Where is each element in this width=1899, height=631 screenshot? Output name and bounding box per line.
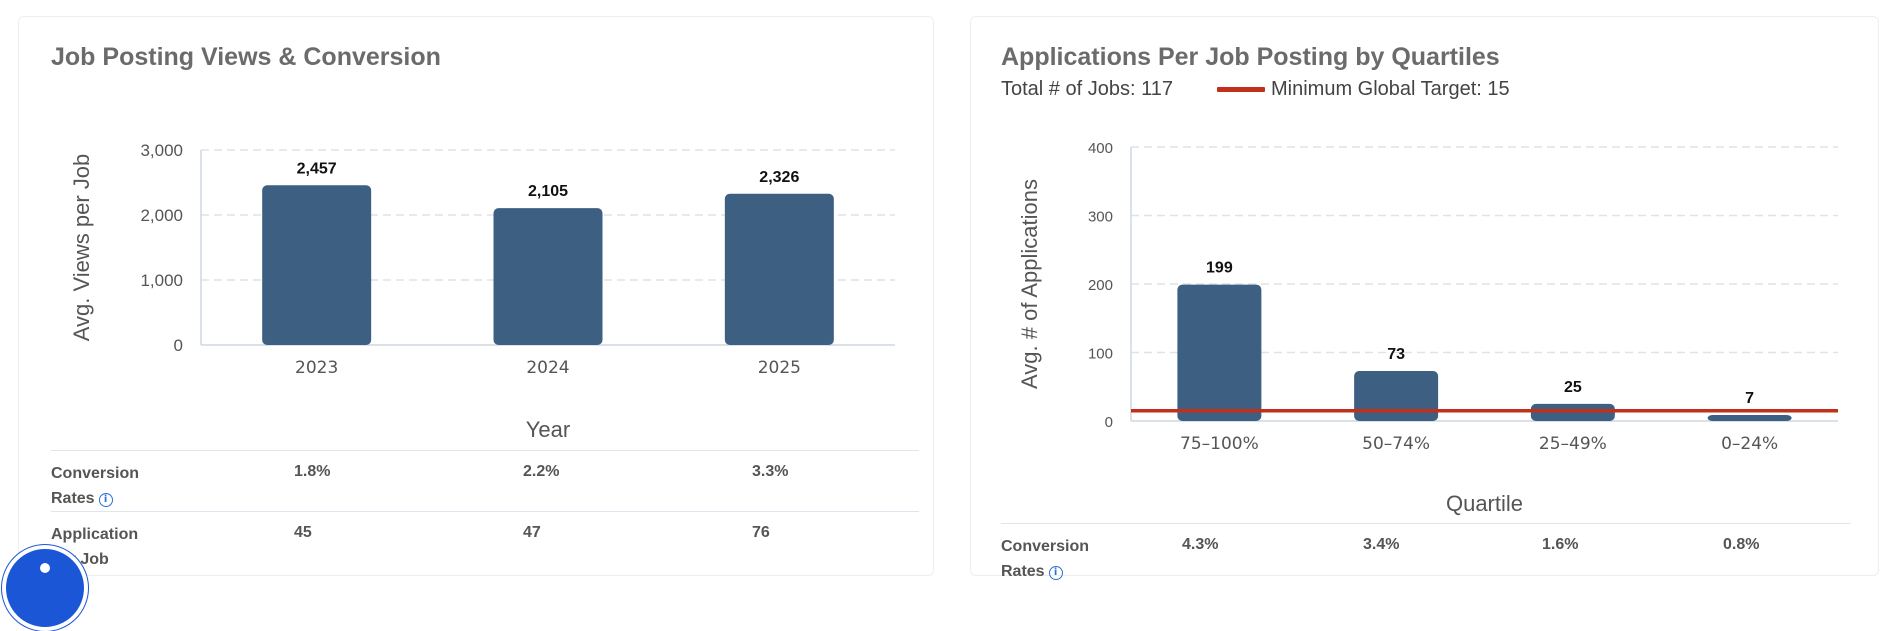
data-label: 199 — [1206, 260, 1233, 277]
x-tick-label: 2025 — [758, 358, 801, 378]
row-label-line: Application — [51, 526, 139, 543]
row-label-line: Conversion — [51, 465, 140, 482]
table-row: Conversion Rates i 4.3% 3.4% 1.6% 0.8% — [1001, 523, 1851, 584]
bar — [493, 208, 603, 345]
accessibility-person-icon — [40, 563, 50, 573]
row-label: Conversion Rates i — [1001, 534, 1089, 584]
table-cell: 47 — [523, 524, 541, 541]
card-title: Job Posting Views & Conversion — [51, 43, 441, 71]
y-tick-label: 300 — [1088, 209, 1113, 226]
data-label: 2,457 — [297, 160, 337, 177]
card-title: Applications Per Job Posting by Quartile… — [1001, 43, 1500, 71]
table-cell: 3.4% — [1363, 536, 1400, 553]
bar — [724, 193, 834, 345]
y-tick-label: 0 — [1105, 414, 1113, 431]
table-cell: 4.3% — [1182, 536, 1219, 553]
data-label: 73 — [1387, 346, 1405, 363]
table-cell: 1.6% — [1542, 536, 1579, 553]
row-label: Conversion Rates i — [51, 461, 139, 511]
data-label: 7 — [1745, 390, 1754, 407]
total-jobs-label: Total # of Jobs: 117 — [1001, 78, 1173, 100]
table-row: Conversion Rates i 1.8% 2.2% 3.3% — [51, 450, 919, 511]
x-tick-label: 0–24% — [1721, 434, 1778, 454]
row-label-line: Conversion — [1001, 538, 1090, 555]
y-tick-label: 0 — [174, 336, 183, 355]
x-tick-label: 2024 — [526, 358, 569, 378]
x-tick-label: 2023 — [295, 358, 338, 378]
target-line-legend-swatch — [1217, 87, 1265, 92]
row-label-line: Rates i — [1001, 559, 1089, 584]
data-label: 2,105 — [528, 183, 568, 200]
views-conversion-card: Job Posting Views & Conversion 0 1,000 2,0… — [18, 16, 934, 576]
views-bar-chart: 0 1,000 2,000 3,000 2,457 2023 2,105 2024 2,326 2… — [69, 141, 895, 442]
table-cell: 45 — [294, 524, 312, 541]
y-tick-label: 100 — [1088, 346, 1113, 363]
y-tick-label: 200 — [1088, 277, 1113, 294]
table-cell: 3.3% — [752, 463, 789, 480]
x-axis-title: Year — [526, 417, 570, 442]
y-tick-label: 1,000 — [140, 271, 183, 290]
bar — [1354, 370, 1439, 421]
target-legend-label: Minimum Global Target: 15 — [1271, 78, 1510, 100]
row-label-line: Rates i — [51, 486, 139, 511]
table-cell: 0.8% — [1723, 536, 1760, 553]
x-tick-label: 50–74% — [1362, 434, 1430, 454]
applications-bar-chart: 0 100 200 300 400 199 75–100% 73 50–74% 25 25–49% 7… — [1017, 140, 1838, 516]
table-cell: 1.8% — [294, 463, 331, 480]
y-tick-label: 400 — [1088, 140, 1113, 157]
info-circle-icon[interactable]: i — [98, 493, 113, 507]
info-circle-icon[interactable]: i — [1048, 566, 1063, 580]
table-cell: 2.2% — [523, 463, 560, 480]
applications-quartiles-card: Applications Per Job Posting by Quartile… — [970, 16, 1879, 580]
table-row: Application per Job 45 47 76 — [51, 511, 919, 572]
accessibility-button[interactable] — [2, 545, 88, 631]
bar — [1707, 415, 1792, 421]
bar — [1177, 284, 1262, 421]
y-axis-title: Avg. # of Applications — [1017, 179, 1042, 389]
data-label: 25 — [1564, 379, 1582, 396]
x-axis-title: Quartile — [1446, 491, 1523, 516]
bar — [262, 185, 372, 345]
y-axis-title: Avg. Views per Job — [69, 154, 94, 342]
x-tick-label: 25–49% — [1539, 434, 1607, 454]
table-cell: 76 — [752, 524, 770, 541]
x-tick-label: 75–100% — [1180, 434, 1259, 454]
y-tick-label: 3,000 — [140, 141, 183, 160]
data-label: 2,326 — [759, 169, 799, 186]
y-tick-label: 2,000 — [140, 206, 183, 225]
